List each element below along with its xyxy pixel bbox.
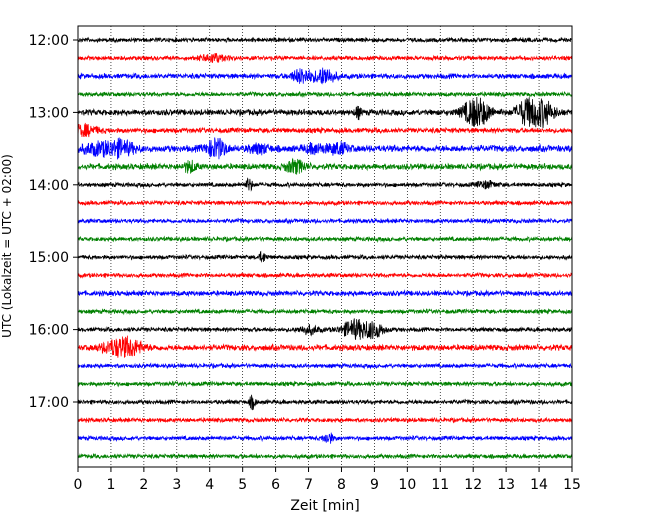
trace-line	[77, 394, 573, 411]
x-tick-label: 9	[370, 477, 379, 493]
trace-line	[77, 36, 573, 44]
x-tick-label: 5	[238, 477, 247, 493]
trace-line	[77, 250, 573, 263]
trace-line	[77, 318, 573, 340]
trace-line	[77, 416, 573, 424]
trace-line	[77, 67, 573, 85]
x-tick-label: 1	[106, 477, 115, 493]
x-tick-label: 15	[563, 477, 581, 493]
trace-line	[77, 335, 573, 358]
trace-line	[77, 271, 573, 279]
trace-line	[77, 235, 573, 243]
x-tick-label: 4	[205, 477, 214, 493]
trace-line	[77, 432, 573, 444]
x-tick-label: 10	[398, 477, 416, 493]
plot-frame	[77, 25, 573, 468]
trace-line	[77, 137, 573, 160]
trace-line	[77, 307, 573, 316]
trace-line	[77, 199, 573, 207]
x-tick-label: 3	[172, 477, 181, 493]
trace-line	[77, 157, 573, 175]
trace-group	[77, 36, 573, 460]
y-tick-label: 17:00	[29, 395, 69, 411]
y-axis-label: UTC (Lokalzeit = UTC + 02:00)	[0, 154, 14, 338]
y-tick-label: 13:00	[29, 105, 69, 121]
x-tick-label: 11	[431, 477, 449, 493]
x-tick-label: 2	[139, 477, 148, 493]
trace-line	[77, 52, 573, 63]
x-axis: 0 1 2 3 4 5 6 7 8 9 10 11 12 13 14 15	[74, 467, 581, 493]
trace-line	[77, 90, 573, 98]
trace-line	[77, 122, 573, 138]
trace-line	[77, 96, 573, 129]
x-tick-label: 14	[530, 477, 548, 493]
trace-line	[77, 177, 573, 192]
y-tick-label: 14:00	[29, 178, 69, 194]
trace-line	[77, 217, 573, 225]
trace-line	[77, 362, 573, 370]
trace-line	[77, 289, 573, 298]
y-tick-label: 15:00	[29, 250, 69, 266]
x-tick-label: 8	[337, 477, 346, 493]
x-tick-label: 0	[74, 477, 83, 493]
x-tick-label: 13	[497, 477, 515, 493]
x-tick-label: 12	[464, 477, 482, 493]
y-tick-label: 12:00	[29, 33, 69, 49]
y-axis: 12:00 13:00 14:00 15:00 16:00 17:00	[29, 33, 78, 411]
plot-area	[78, 26, 572, 467]
trace-line	[77, 380, 573, 388]
x-axis-label: Zeit [min]	[290, 498, 359, 514]
x-tick-label: 7	[304, 477, 313, 493]
y-tick-label: 16:00	[29, 323, 69, 339]
trace-line	[77, 452, 573, 460]
x-tick-label: 6	[271, 477, 280, 493]
